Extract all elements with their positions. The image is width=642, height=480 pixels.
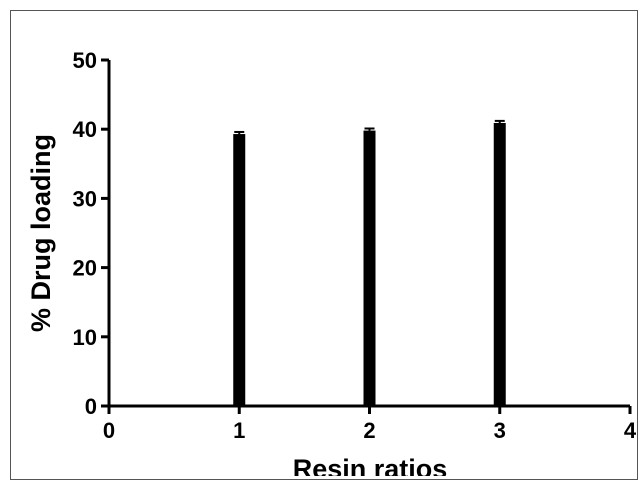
x-ticks: 0 1 2 3 4 bbox=[103, 406, 637, 443]
y-tick-label: 20 bbox=[73, 256, 97, 281]
x-tick-label: 0 bbox=[103, 418, 115, 443]
bar-1 bbox=[233, 134, 246, 406]
error-bars bbox=[234, 119, 505, 135]
y-tick-label: 10 bbox=[73, 325, 97, 350]
x-axis-title: Resin ratios bbox=[293, 454, 448, 476]
bars bbox=[233, 122, 506, 407]
bar-3 bbox=[493, 122, 506, 407]
x-tick-label: 3 bbox=[494, 418, 506, 443]
x-tick-label: 4 bbox=[624, 418, 637, 443]
y-ticks: 0 10 20 30 40 50 bbox=[73, 48, 109, 419]
y-tick-label: 30 bbox=[73, 186, 97, 211]
y-tick-label: 50 bbox=[73, 48, 97, 73]
y-tick-label: 0 bbox=[85, 394, 97, 419]
x-tick-label: 2 bbox=[363, 418, 375, 443]
y-axis-title: % Drug loading bbox=[26, 134, 56, 332]
chart-frame bbox=[10, 10, 638, 480]
y-tick-label: 40 bbox=[73, 117, 97, 142]
x-tick-label: 1 bbox=[233, 418, 245, 443]
bar-2 bbox=[363, 130, 376, 407]
